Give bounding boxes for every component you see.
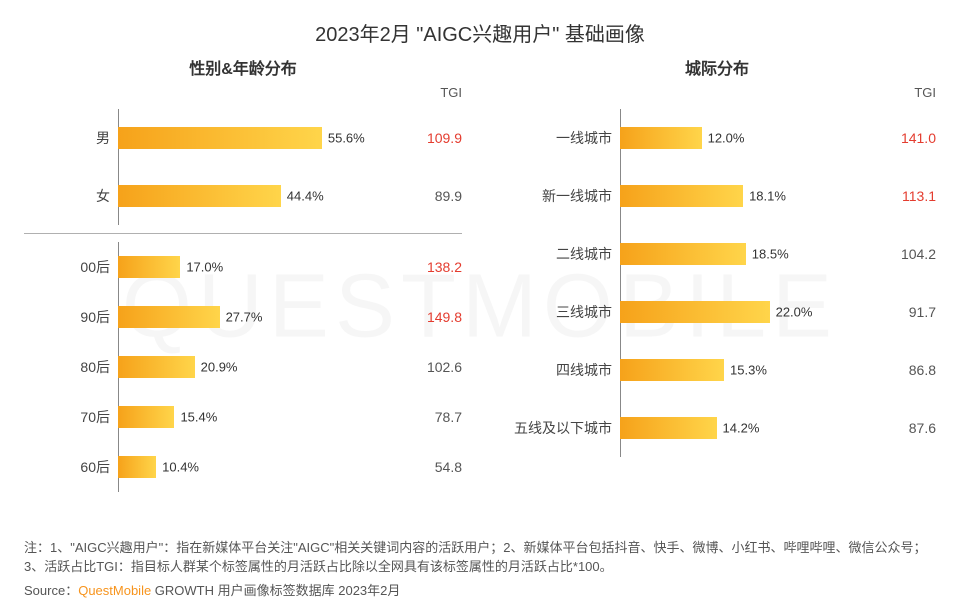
tgi-value: 89.9: [398, 188, 462, 204]
subtitle-left: 性别&年龄分布: [24, 55, 462, 79]
tgi-value: 86.8: [872, 362, 936, 378]
row-label: 60后: [24, 457, 118, 477]
bar-zone: 27.7%: [118, 292, 398, 342]
tgi-value: 102.6: [398, 359, 462, 375]
tgi-value: 109.9: [398, 130, 462, 146]
bar-zone: 44.4%: [118, 167, 398, 225]
footnotes: 注：1、"AIGC兴趣用户"：指在新媒体平台关注"AIGC"相关关键词内容的活跃…: [24, 538, 936, 601]
row-label: 90后: [24, 307, 118, 327]
row-label: 女: [24, 186, 118, 206]
bar: 55.6%: [118, 127, 322, 149]
chart-row-city: 二线城市18.5%104.2: [498, 225, 936, 283]
tgi-value: 87.6: [872, 420, 936, 436]
bar-zone: 55.6%: [118, 109, 398, 167]
tgi-value: 91.7: [872, 304, 936, 320]
chart-row-city: 新一线城市18.1%113.1: [498, 167, 936, 225]
source-brand: QuestMobile: [78, 583, 151, 598]
chart-row-age: 70后15.4%78.7: [24, 392, 462, 442]
panel-gender-age: 性别&年龄分布 TGI 男55.6%109.9女44.4%89.9 00后17.…: [24, 55, 480, 492]
bar-zone: 14.2%: [620, 399, 872, 457]
chart-row-age: 80后20.9%102.6: [24, 342, 462, 392]
bar: 17.0%: [118, 256, 180, 278]
rows-right: TGI 一线城市12.0%141.0新一线城市18.1%113.1二线城市18.…: [498, 85, 936, 457]
tgi-value: 141.0: [872, 130, 936, 146]
tgi-value: 113.1: [872, 188, 936, 204]
bar: 14.2%: [620, 417, 717, 439]
tgi-header-right: TGI: [914, 85, 936, 100]
tgi-value: 54.8: [398, 459, 462, 475]
panels: 性别&年龄分布 TGI 男55.6%109.9女44.4%89.9 00后17.…: [0, 55, 960, 492]
bar: 22.0%: [620, 301, 770, 323]
bar-zone: 18.5%: [620, 225, 872, 283]
value-label: 17.0%: [186, 260, 223, 275]
row-label: 00后: [24, 257, 118, 277]
bar: 10.4%: [118, 456, 156, 478]
bar: 27.7%: [118, 306, 220, 328]
value-label: 18.1%: [749, 189, 786, 204]
bar-zone: 15.4%: [118, 392, 398, 442]
chart-row-city: 一线城市12.0%141.0: [498, 109, 936, 167]
bar: 18.1%: [620, 185, 743, 207]
row-label: 70后: [24, 407, 118, 427]
chart-row-city: 三线城市22.0%91.7: [498, 283, 936, 341]
bar: 18.5%: [620, 243, 746, 265]
divider-gender-age: [24, 233, 462, 234]
chart-row-city: 四线城市15.3%86.8: [498, 341, 936, 399]
value-label: 15.3%: [730, 363, 767, 378]
row-label: 新一线城市: [498, 186, 620, 206]
footnote-text: 注：1、"AIGC兴趣用户"：指在新媒体平台关注"AIGC"相关关键词内容的活跃…: [24, 538, 936, 577]
value-label: 55.6%: [328, 131, 365, 146]
bar-zone: 20.9%: [118, 342, 398, 392]
chart-row-age: 90后27.7%149.8: [24, 292, 462, 342]
bar: 15.3%: [620, 359, 724, 381]
row-label: 五线及以下城市: [498, 418, 620, 438]
bar-zone: 18.1%: [620, 167, 872, 225]
value-label: 10.4%: [162, 460, 199, 475]
value-label: 27.7%: [226, 310, 263, 325]
value-label: 22.0%: [776, 305, 813, 320]
chart-row-city: 五线及以下城市14.2%87.6: [498, 399, 936, 457]
tgi-value: 138.2: [398, 259, 462, 275]
value-label: 15.4%: [180, 410, 217, 425]
tgi-value: 78.7: [398, 409, 462, 425]
chart-row-age: 00后17.0%138.2: [24, 242, 462, 292]
row-label: 80后: [24, 357, 118, 377]
panel-city: 城际分布 TGI 一线城市12.0%141.0新一线城市18.1%113.1二线…: [480, 55, 936, 492]
bar-zone: 15.3%: [620, 341, 872, 399]
source-prefix: Source：: [24, 583, 78, 598]
bar: 12.0%: [620, 127, 702, 149]
bar: 15.4%: [118, 406, 174, 428]
chart-row-age: 60后10.4%54.8: [24, 442, 462, 492]
value-label: 14.2%: [723, 421, 760, 436]
bar-zone: 17.0%: [118, 242, 398, 292]
row-label: 一线城市: [498, 128, 620, 148]
source-suffix: GROWTH 用户画像标签数据库 2023年2月: [151, 583, 400, 598]
value-label: 44.4%: [287, 189, 324, 204]
rows-left: TGI 男55.6%109.9女44.4%89.9 00后17.0%138.29…: [24, 85, 462, 492]
value-label: 12.0%: [708, 131, 745, 146]
tgi-value: 104.2: [872, 246, 936, 262]
row-label: 男: [24, 128, 118, 148]
bar-zone: 22.0%: [620, 283, 872, 341]
chart-row-gender: 男55.6%109.9: [24, 109, 462, 167]
value-label: 20.9%: [201, 360, 238, 375]
value-label: 18.5%: [752, 247, 789, 262]
bar: 44.4%: [118, 185, 281, 207]
chart-row-gender: 女44.4%89.9: [24, 167, 462, 225]
row-label: 四线城市: [498, 360, 620, 380]
tgi-value: 149.8: [398, 309, 462, 325]
bar-zone: 12.0%: [620, 109, 872, 167]
subtitle-right: 城际分布: [498, 55, 936, 79]
bar-zone: 10.4%: [118, 442, 398, 492]
page-title: 2023年2月 "AIGC兴趣用户" 基础画像: [0, 0, 960, 47]
row-label: 二线城市: [498, 244, 620, 264]
bar: 20.9%: [118, 356, 195, 378]
tgi-header-left: TGI: [440, 85, 462, 100]
row-label: 三线城市: [498, 302, 620, 322]
source-line: Source：QuestMobile GROWTH 用户画像标签数据库 2023…: [24, 581, 936, 601]
